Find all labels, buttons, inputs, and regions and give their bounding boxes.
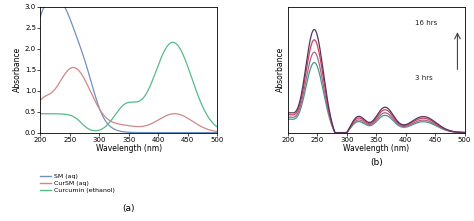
Y-axis label: Absorbance: Absorbance	[13, 47, 22, 92]
Text: 3 hrs: 3 hrs	[415, 75, 433, 81]
Text: (b): (b)	[370, 158, 383, 167]
X-axis label: Wavelength (nm): Wavelength (nm)	[96, 144, 162, 153]
Y-axis label: Absorbance: Absorbance	[276, 47, 285, 92]
Text: 16 hrs: 16 hrs	[415, 19, 438, 25]
Text: (a): (a)	[122, 204, 135, 213]
Legend: SM (aq), CurSM (aq), Curcumin (ethanol): SM (aq), CurSM (aq), Curcumin (ethanol)	[40, 173, 115, 193]
X-axis label: Wavelength (nm): Wavelength (nm)	[343, 144, 409, 153]
